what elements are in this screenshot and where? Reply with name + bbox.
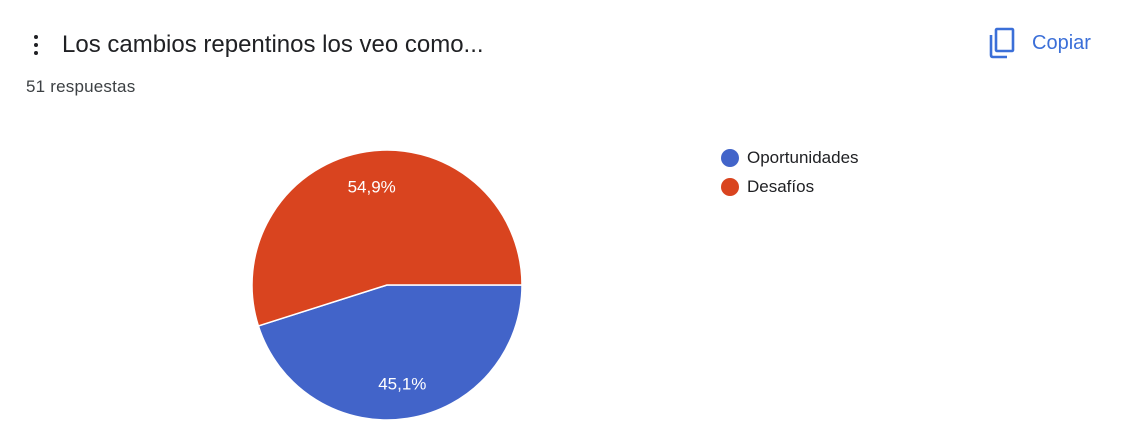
response-count: 51 respuestas <box>26 77 136 96</box>
pie-slice-oportunidades[interactable] <box>257 284 523 421</box>
legend-swatch <box>721 178 739 196</box>
copy-label: Copiar <box>1032 32 1091 54</box>
legend-item[interactable]: Oportunidades <box>720 148 920 177</box>
legend-swatch <box>721 149 739 167</box>
question-header: Los cambios repentinos los veo como... 5… <box>0 0 1132 110</box>
chart-legend: Oportunidades Desafíos <box>720 148 920 206</box>
content-copy-icon <box>989 27 1015 59</box>
more-vert-icon[interactable] <box>28 32 44 58</box>
pie-data-label: 45,1% <box>378 375 426 394</box>
legend-label: Oportunidades <box>747 148 859 167</box>
pie-data-label: 54,9% <box>348 177 396 196</box>
legend-label: Desafíos <box>747 177 815 196</box>
legend-item[interactable]: Desafíos <box>720 177 920 206</box>
pie-slice-desafios[interactable] <box>251 149 523 327</box>
question-title: Los cambios repentinos los veo como... <box>62 31 484 58</box>
copy-button[interactable]: Copiar <box>980 22 1115 62</box>
